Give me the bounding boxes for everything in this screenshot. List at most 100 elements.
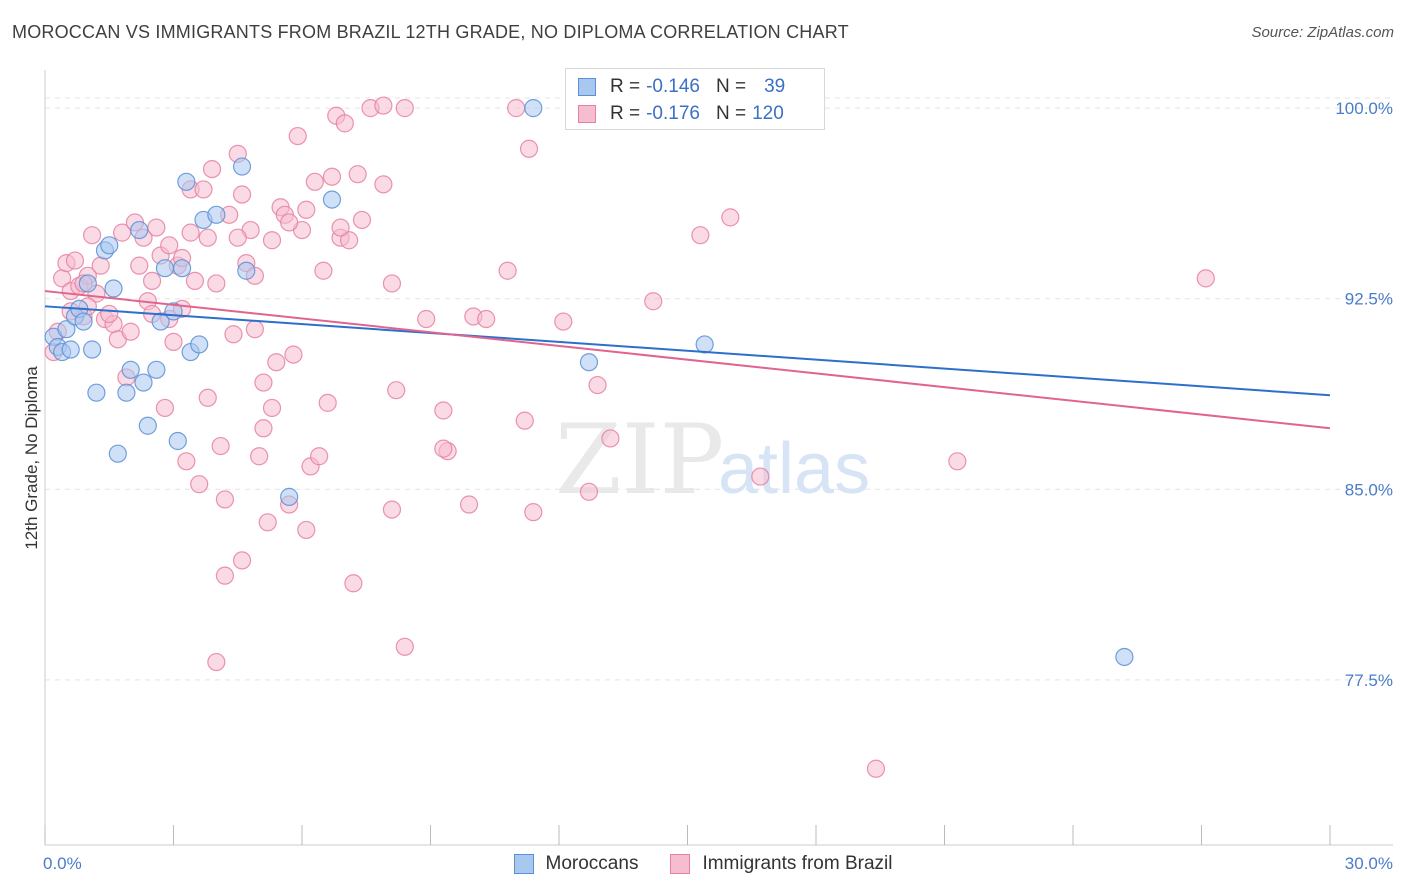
moroccans-point — [280, 487, 299, 506]
brazil-point — [142, 271, 162, 291]
moroccans-point — [121, 360, 140, 379]
brazil-point — [297, 200, 316, 219]
legend-n-label: N = — [715, 103, 747, 124]
brazil-point — [211, 436, 230, 456]
moroccans-point — [57, 320, 76, 339]
brazil-point — [258, 513, 277, 532]
grid-lines — [45, 97, 1392, 681]
brazil-point — [374, 175, 393, 194]
brazil-point — [160, 236, 179, 255]
brazil-point — [121, 322, 140, 341]
brazil-point — [185, 271, 205, 291]
brazil-point — [314, 261, 333, 280]
trend-line-brazil — [44, 290, 1331, 430]
brazil-point — [395, 99, 414, 118]
brazil-point — [262, 398, 282, 418]
moroccans-point — [207, 205, 226, 224]
brazil-point — [417, 309, 436, 329]
brazil-point — [644, 292, 663, 311]
brazil-point — [322, 167, 342, 186]
bottom-legend-brazil[interactable]: Immigrants from Brazil — [670, 853, 892, 875]
brazil-point — [866, 759, 886, 778]
brazil-point — [267, 353, 286, 372]
watermark-atlas: atlas — [718, 429, 870, 509]
brazil-point — [352, 210, 372, 230]
trend-line-moroccans — [44, 305, 1331, 397]
brazil-point — [348, 165, 367, 184]
brazil-point — [318, 393, 337, 412]
brazil-point — [948, 452, 967, 471]
brazil-point — [515, 411, 534, 430]
moroccans-point — [322, 190, 342, 209]
moroccans-point — [61, 340, 80, 359]
series-moroccans — [44, 99, 1134, 667]
brazil-point — [155, 398, 175, 418]
moroccans-point — [100, 236, 119, 255]
brazil-point — [254, 373, 273, 392]
brazil-point — [395, 637, 414, 656]
legend-r-value: -0.176 — [646, 103, 700, 124]
moroccans-point — [78, 274, 97, 293]
moroccans-point — [695, 335, 714, 354]
brazil-point — [459, 495, 479, 514]
brazil-point — [305, 172, 324, 191]
legend-n-label: N = — [715, 76, 747, 97]
brazil-point — [100, 304, 119, 324]
bottom-legend-label: Immigrants from Brazil — [702, 853, 893, 874]
y-axis-label: 12th Grade, No Diploma — [22, 366, 41, 550]
brazil-point — [387, 381, 406, 400]
brazil-point — [331, 218, 350, 237]
moroccans-point — [524, 99, 543, 118]
brazil-point — [215, 566, 234, 585]
bottom-legend-moroccans[interactable]: Moroccans — [513, 853, 638, 875]
brazil-point — [340, 231, 359, 250]
brazil-point — [310, 447, 329, 466]
moroccans-point — [579, 353, 599, 372]
moroccans-point — [155, 259, 175, 278]
moroccans-point — [172, 259, 192, 278]
brazil-point — [519, 139, 539, 158]
legend: R = -0.146 N = 39 R = -0.176 N = 120 — [565, 68, 825, 130]
brazil-point — [207, 274, 226, 293]
brazil-point — [198, 228, 217, 247]
brazil-point — [554, 312, 573, 331]
brazil-point — [434, 439, 453, 458]
legend-r-label: R = — [610, 76, 641, 97]
brazil-point — [335, 114, 354, 133]
y-tick-label: 77.5% — [1345, 671, 1393, 690]
brazil-point — [198, 388, 217, 407]
tick-labels: 77.5% 85.0% 92.5% 100.0% 0.0% 30.0% — [43, 99, 1393, 873]
brazil-point — [91, 256, 110, 275]
brazil-point — [194, 180, 213, 199]
brazil-point — [721, 208, 740, 227]
moroccans-point — [83, 340, 102, 359]
x-tick-label: 0.0% — [43, 854, 82, 873]
moroccans-point — [138, 416, 157, 435]
moroccans-point — [177, 172, 196, 191]
brazil-point — [601, 429, 620, 448]
brazil-swatch — [670, 854, 691, 874]
moroccans-swatch — [513, 854, 534, 874]
brazil-point — [224, 325, 243, 344]
brazil-point — [147, 218, 166, 237]
brazil-point — [65, 251, 85, 270]
brazil-point — [288, 126, 307, 146]
watermark: ZIP atlas — [555, 404, 870, 516]
brazil-point — [751, 467, 770, 486]
brazil-point — [164, 332, 183, 351]
brazil-point — [579, 482, 599, 501]
brazil-point — [382, 500, 402, 519]
legend-r-value: -0.146 — [646, 76, 700, 97]
moroccans-point — [168, 431, 187, 451]
brazil-point — [254, 419, 273, 438]
moroccans-point — [74, 312, 93, 331]
brazil-point — [297, 520, 316, 540]
legend-row-moroccans: R = -0.146 N = 39 — [578, 75, 785, 99]
moroccans-point — [1115, 647, 1134, 667]
brazil-point — [181, 223, 200, 242]
brazil-point — [177, 452, 196, 471]
brazil-point — [250, 447, 269, 466]
y-tick-label: 92.5% — [1345, 290, 1393, 309]
brazil-point — [507, 99, 526, 118]
